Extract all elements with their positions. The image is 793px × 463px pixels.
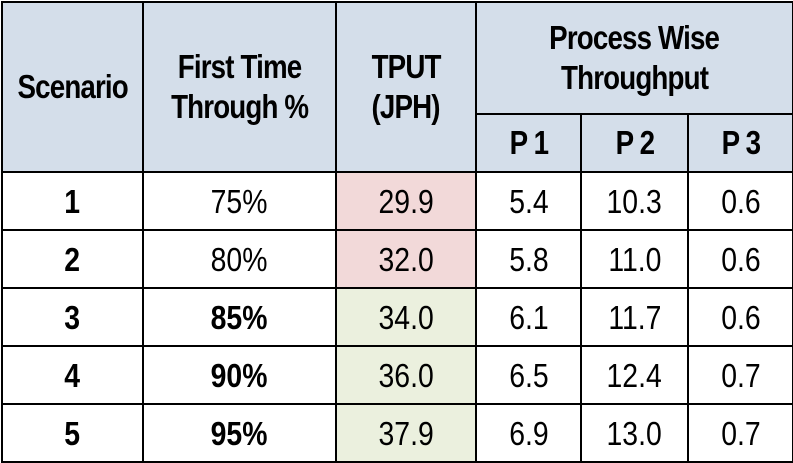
cell-scenario-value: 1 <box>64 182 81 220</box>
cell-ftt: 90% <box>142 345 337 405</box>
cell-p1-value: 5.8 <box>508 240 549 278</box>
cell-p2: 13.0 <box>580 403 689 463</box>
subheader-row: P 1 P 2 P 3 <box>2 113 793 173</box>
cell-ftt: 75% <box>142 171 337 231</box>
table-row: 1 75% 29.9 5.4 10.3 0.6 <box>1 171 793 231</box>
cell-tput: 34.0 <box>335 287 477 347</box>
table-row: 3 85% 34.0 6.1 11.7 0.6 <box>1 287 793 347</box>
cell-p1: 6.5 <box>475 345 582 405</box>
cell-p3: 0.7 <box>687 403 793 463</box>
cell-p3-value: 0.6 <box>720 298 761 336</box>
cell-tput: 37.9 <box>335 403 477 463</box>
cell-ftt: 80% <box>142 229 337 289</box>
header-first-time-through: First Time Through % <box>142 1 337 173</box>
cell-p3: 0.6 <box>687 171 793 231</box>
cell-scenario: 1 <box>1 171 144 231</box>
cell-p2-value: 12.4 <box>606 356 663 394</box>
cell-p1-value: 6.5 <box>508 356 549 394</box>
cell-p2: 11.7 <box>580 287 689 347</box>
cell-p2: 12.4 <box>580 345 689 405</box>
header-p3: P 3 <box>687 113 793 173</box>
header-p1-label: P 1 <box>509 123 548 161</box>
cell-ftt-value: 75% <box>211 182 268 220</box>
cell-p1: 6.1 <box>475 287 582 347</box>
cell-scenario-value: 2 <box>64 240 81 278</box>
cell-p2-value: 11.0 <box>607 240 662 278</box>
cell-p3-value: 0.7 <box>720 356 761 394</box>
header-process-wise-throughput: Process Wise Throughput <box>475 1 793 115</box>
cell-ftt-value: 85% <box>211 298 268 336</box>
cell-p3-value: 0.6 <box>720 182 761 220</box>
cell-ftt: 85% <box>142 287 337 347</box>
cell-p2: 11.0 <box>580 229 689 289</box>
table-row: 2 80% 32.0 5.8 11.0 0.6 <box>1 229 793 289</box>
cell-tput-value: 34.0 <box>378 298 434 336</box>
cell-p2-value: 13.0 <box>606 414 663 452</box>
cell-p3: 0.6 <box>687 229 793 289</box>
cell-p1: 5.8 <box>475 229 582 289</box>
header-ftt-line2: Through % <box>170 88 309 125</box>
cell-scenario: 4 <box>1 345 144 405</box>
cell-scenario-value: 3 <box>64 298 81 336</box>
cell-scenario: 2 <box>1 229 144 289</box>
table-row: 4 90% 36.0 6.5 12.4 0.7 <box>1 345 793 405</box>
cell-p2-value: 10.3 <box>606 182 663 220</box>
header-ftt-line1: First Time <box>177 47 302 85</box>
header-tput: TPUT (JPH) <box>335 1 477 173</box>
cell-p1: 6.9 <box>475 403 582 463</box>
cell-scenario: 5 <box>1 403 144 463</box>
cell-tput: 29.9 <box>335 171 477 231</box>
cell-scenario-value: 4 <box>64 356 81 394</box>
cell-p1-value: 6.9 <box>508 414 549 452</box>
cell-p3-value: 0.6 <box>720 240 761 278</box>
header-scenario-label: Scenario <box>17 67 128 105</box>
cell-p1-value: 5.4 <box>508 182 549 220</box>
cell-p2-value: 11.7 <box>607 298 662 336</box>
cell-ftt-value: 90% <box>211 356 268 394</box>
cell-tput: 32.0 <box>335 229 477 289</box>
header-p3-label: P 3 <box>721 123 760 161</box>
cell-tput-value: 29.9 <box>378 182 434 220</box>
cell-p3: 0.7 <box>687 345 793 405</box>
table-row: 5 95% 37.9 6.9 13.0 0.7 <box>1 403 793 463</box>
cell-tput-value: 37.9 <box>378 414 434 452</box>
cell-ftt: 95% <box>142 403 337 463</box>
header-tput-line1: TPUT <box>371 47 441 85</box>
cell-p2: 10.3 <box>580 171 689 231</box>
cell-p3: 0.6 <box>687 287 793 347</box>
header-p1: P 1 <box>475 113 582 173</box>
cell-tput: 36.0 <box>335 345 477 405</box>
cell-scenario: 3 <box>1 287 144 347</box>
header-process-line1: Process Wise <box>549 18 721 56</box>
header-p2: P 2 <box>580 113 689 173</box>
header-p2-label: P 2 <box>615 123 654 161</box>
cell-tput-value: 32.0 <box>378 240 434 278</box>
header-tput-line2: (JPH) <box>371 88 441 125</box>
cell-ftt-value: 95% <box>211 414 268 452</box>
cell-tput-value: 36.0 <box>378 356 434 394</box>
cell-scenario-value: 5 <box>64 414 81 452</box>
cell-p3-value: 0.7 <box>720 414 761 452</box>
header-scenario: Scenario <box>1 1 144 173</box>
header-process-line2: Throughput <box>560 59 709 96</box>
cell-p1-value: 6.1 <box>508 298 549 336</box>
cell-p1: 5.4 <box>475 171 582 231</box>
header-row: Scenario First Time Through % TPUT (JPH)… <box>1 1 793 173</box>
cell-ftt-value: 80% <box>211 240 268 278</box>
